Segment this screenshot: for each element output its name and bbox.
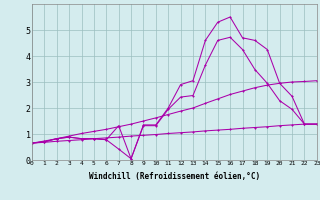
- X-axis label: Windchill (Refroidissement éolien,°C): Windchill (Refroidissement éolien,°C): [89, 172, 260, 181]
